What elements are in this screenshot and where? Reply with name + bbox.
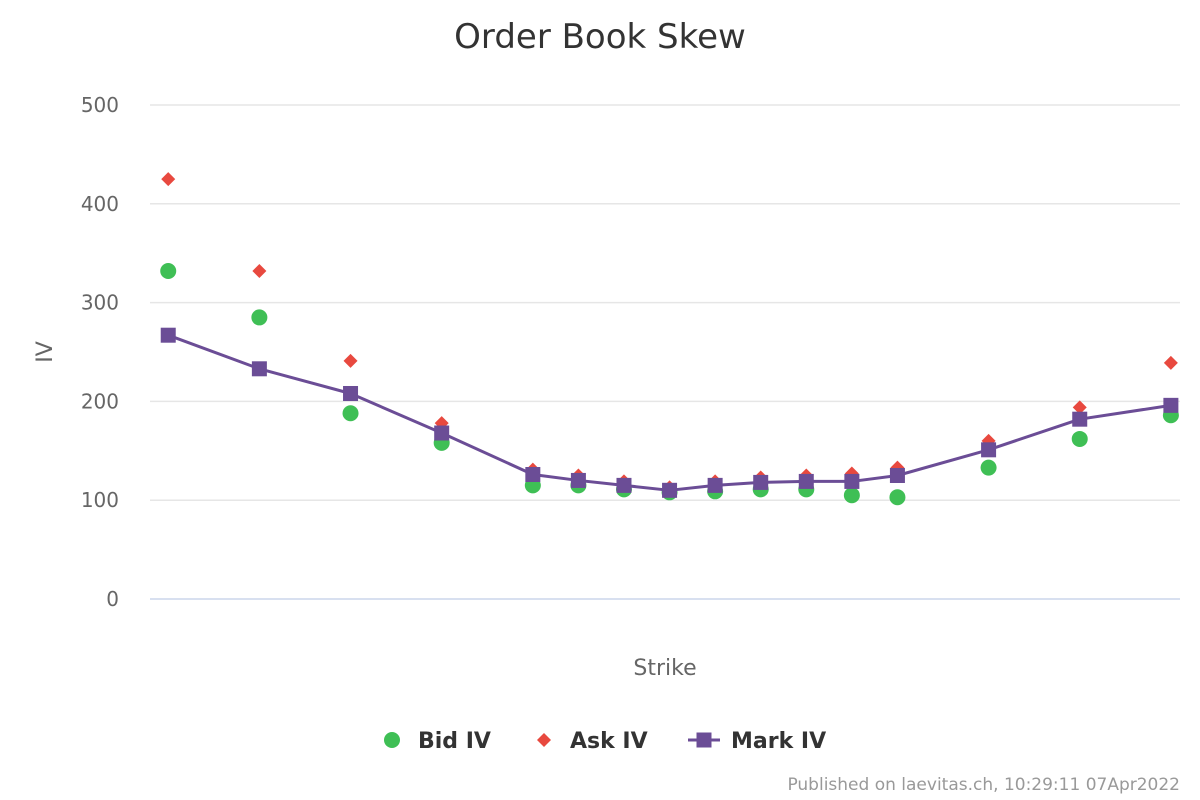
- legend-item-ask-iv[interactable]: Ask IV: [537, 729, 648, 754]
- data-point[interactable]: [251, 309, 268, 326]
- data-point[interactable]: [342, 405, 359, 422]
- data-point[interactable]: [980, 459, 997, 476]
- data-point[interactable]: [570, 472, 586, 488]
- data-point[interactable]: [1072, 411, 1088, 427]
- data-point[interactable]: [525, 467, 541, 483]
- y-tick-label: 200: [81, 389, 119, 413]
- y-tick-label: 400: [81, 192, 119, 216]
- y-tick-label: 500: [81, 93, 119, 117]
- series-ask-iv: [161, 172, 1178, 495]
- legend-marker: [537, 733, 551, 747]
- legend-marker: [384, 732, 400, 748]
- data-point[interactable]: [251, 361, 267, 377]
- chart-title: Order Book Skew: [454, 17, 746, 57]
- credits-text: Published on laevitas.ch, 10:29:11 07Apr…: [787, 775, 1180, 795]
- data-point[interactable]: [843, 487, 860, 504]
- data-point[interactable]: [1071, 430, 1088, 447]
- data-point[interactable]: [160, 262, 177, 279]
- legend-item-mark-iv[interactable]: Mark IV: [688, 729, 826, 754]
- data-point[interactable]: [252, 263, 267, 278]
- legend: Bid IV Ask IV Mark IV: [384, 729, 826, 754]
- data-point[interactable]: [1163, 397, 1179, 413]
- legend-label: Ask IV: [570, 729, 648, 754]
- data-point[interactable]: [981, 442, 997, 458]
- data-point[interactable]: [798, 473, 814, 489]
- y-tick-label: 0: [106, 587, 119, 611]
- data-point[interactable]: [889, 468, 905, 483]
- data-point[interactable]: [662, 482, 678, 498]
- legend-label: Bid IV: [418, 729, 491, 754]
- data-point[interactable]: [844, 473, 860, 489]
- data-point[interactable]: [1163, 355, 1178, 370]
- data-point[interactable]: [160, 327, 176, 343]
- x-axis-label: Strike: [633, 656, 696, 681]
- data-point[interactable]: [434, 425, 450, 441]
- series-line: [167, 333, 1172, 492]
- y-axis-label: IV: [33, 341, 58, 363]
- data-point[interactable]: [616, 477, 632, 493]
- legend-marker: [696, 732, 712, 748]
- legend-item-bid-iv[interactable]: Bid IV: [384, 729, 491, 754]
- data-point[interactable]: [889, 489, 906, 506]
- data-point[interactable]: [753, 474, 769, 490]
- data-point[interactable]: [343, 353, 358, 368]
- data-point[interactable]: [1072, 400, 1087, 415]
- legend-label: Mark IV: [731, 729, 826, 754]
- data-point[interactable]: [707, 477, 723, 493]
- y-tick-label: 100: [81, 488, 119, 512]
- data-point[interactable]: [161, 172, 176, 187]
- gridlines: [150, 104, 1180, 600]
- y-axis-ticks: 0 100 200 300 400 500: [81, 93, 119, 611]
- series-mark-iv: [160, 327, 1179, 498]
- data-point[interactable]: [343, 385, 359, 401]
- y-tick-label: 300: [81, 291, 119, 315]
- series-layer: [160, 172, 1179, 506]
